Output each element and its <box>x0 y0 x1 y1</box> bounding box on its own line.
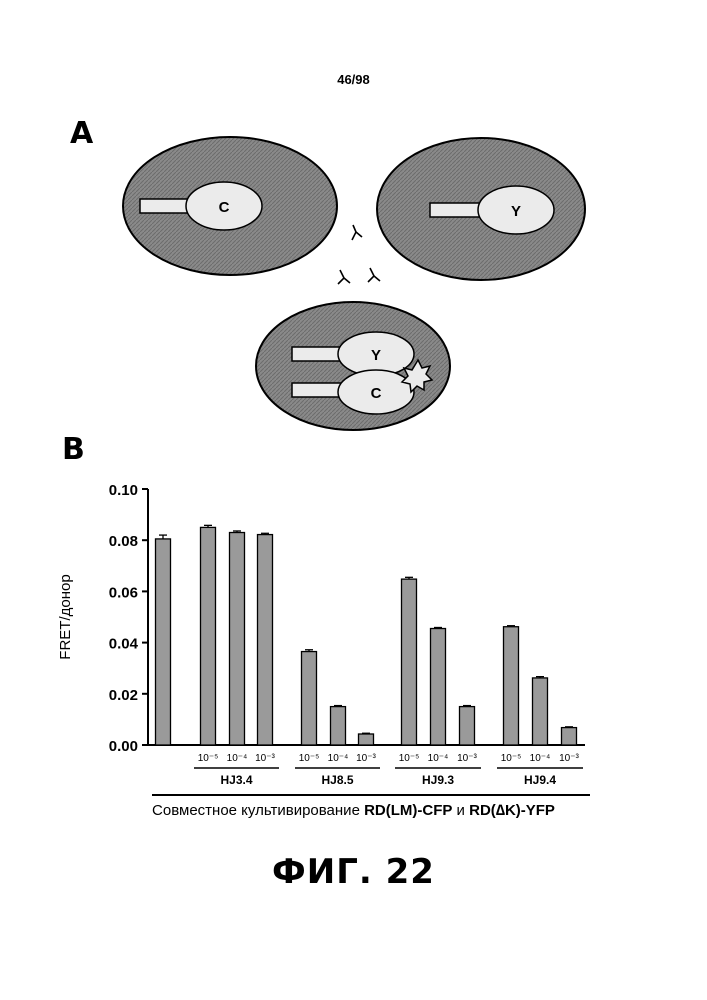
bar <box>302 652 317 745</box>
bar-chart: 0.00 0.02 0.04 0.06 0.08 0.10 FRET/донор 10⁻⁵ 10… <box>0 0 707 800</box>
caption-prefix: Совместное культивирование <box>152 802 364 819</box>
figure-caption: ФИГ. 22 <box>0 852 707 892</box>
y-tick-label: 0.04 <box>109 636 139 653</box>
group-label: HJ9.4 <box>524 773 556 787</box>
x-tick-label: 10⁻⁴ <box>328 753 349 764</box>
caption-construct-1: RD(LM)-CFP <box>364 802 452 819</box>
bar <box>258 535 273 745</box>
bar <box>230 533 245 745</box>
bar <box>402 579 417 745</box>
group-label: HJ9.3 <box>422 773 454 787</box>
bar <box>562 728 577 745</box>
x-tick-label: 10⁻⁵ <box>198 753 219 764</box>
x-tick-label: 10⁻⁴ <box>227 753 248 764</box>
bar <box>331 707 346 745</box>
bar <box>504 627 519 745</box>
caption-and: и <box>452 802 469 819</box>
group-label: HJ8.5 <box>321 773 353 787</box>
bar <box>431 629 446 745</box>
x-tick-label: 10⁻⁵ <box>299 753 320 764</box>
bar <box>359 734 374 745</box>
x-tick-label: 10⁻³ <box>559 753 579 764</box>
x-tick-label: 10⁻⁴ <box>530 753 551 764</box>
y-tick-label: 0.06 <box>109 584 138 601</box>
bar <box>533 678 548 745</box>
x-tick-label: 10⁻³ <box>255 753 275 764</box>
bar <box>201 527 216 745</box>
x-tick-label: 10⁻⁵ <box>501 753 522 764</box>
x-tick-label: 10⁻⁵ <box>399 753 420 764</box>
x-tick-label: 10⁻³ <box>457 753 477 764</box>
x-tick-label: 10⁻³ <box>356 753 376 764</box>
x-tick-label: 10⁻⁴ <box>428 753 449 764</box>
y-tick-label: 0.08 <box>109 533 138 550</box>
y-tick-label: 0.10 <box>109 482 138 499</box>
x-axis-caption: Совместное культивирование RD(LM)-CFP и … <box>0 802 707 819</box>
caption-construct-2: RD(∆K)-YFP <box>469 802 555 819</box>
bar <box>460 707 475 745</box>
y-tick-label: 0.00 <box>109 738 138 755</box>
bar <box>156 539 171 745</box>
y-axis-label: FRET/донор <box>57 574 74 659</box>
y-tick-label: 0.02 <box>109 687 138 704</box>
group-label: HJ3.4 <box>220 773 252 787</box>
